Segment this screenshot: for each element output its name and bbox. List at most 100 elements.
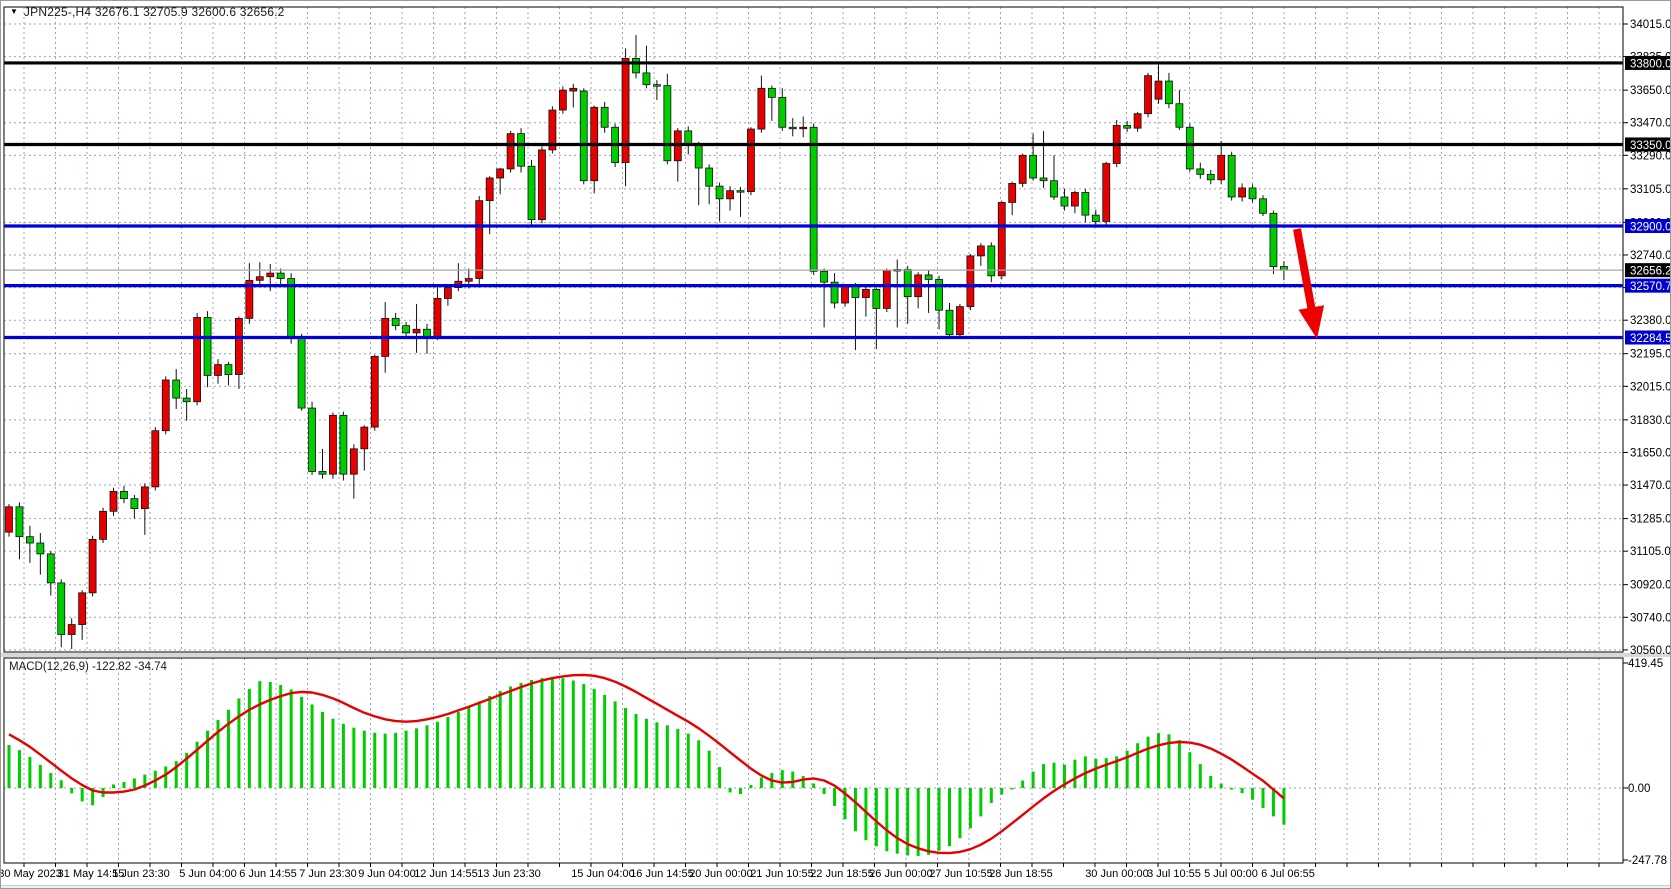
symbol-dropdown-icon[interactable]: ▼ [10, 7, 18, 16]
macd-histogram-bar [624, 708, 628, 788]
candle-bull [485, 177, 494, 202]
macd-histogram-bar [383, 733, 387, 788]
candle-bear [276, 272, 285, 279]
candle-bull [506, 133, 515, 170]
macd-histogram-bar [613, 701, 617, 788]
macd-histogram-bar [300, 696, 304, 788]
macd-histogram-bar [456, 711, 460, 788]
time-tick-label: 16 Jun 14:55 [630, 868, 694, 880]
macd-histogram-bar [17, 750, 21, 788]
price-tick-label: 30740.0 [1630, 612, 1671, 624]
horizontal-lines-layer[interactable] [4, 61, 1623, 340]
macd-histogram-bar [582, 684, 586, 788]
candle-bull [621, 58, 630, 163]
macd-histogram-bar [373, 732, 377, 788]
candle-bull [329, 414, 337, 475]
candle-bear [517, 133, 525, 167]
macd-histogram-bar [801, 776, 805, 788]
price-tick-label: 32380.0 [1630, 315, 1671, 327]
candle-bear [1185, 126, 1194, 170]
macd-histogram-bar [1052, 762, 1056, 788]
candle-bear [1165, 80, 1173, 105]
candle-bear [809, 126, 818, 272]
candle-bear [653, 84, 661, 87]
macd-histogram-bar [80, 788, 84, 802]
macd-histogram-bar [739, 788, 742, 794]
candle-bear [391, 317, 400, 327]
candle-bull [67, 624, 76, 635]
macd-histogram-bar [1188, 752, 1192, 788]
candle-bull [193, 317, 202, 403]
macd-histogram-bar [331, 718, 335, 788]
price-tick-label: 31650.0 [1630, 447, 1671, 459]
candle-bear [935, 279, 943, 311]
candle-bear [788, 126, 797, 130]
macd-histogram-bar [979, 788, 983, 817]
time-tick-label: 9 Jun 04:00 [358, 868, 416, 880]
macd-histogram-bar [634, 713, 638, 788]
macd-histogram-bar [1282, 788, 1286, 825]
panel-separator[interactable] [1, 653, 1671, 657]
macd-histogram-bar [550, 677, 554, 788]
macd-histogram-bar [38, 765, 42, 788]
macd-histogram-bar [206, 730, 210, 788]
macd-histogram-bar [425, 725, 429, 788]
candle-bull [360, 426, 369, 450]
macd-histogram-bar [321, 711, 324, 788]
macd-axis[interactable]: 419.45 0.00 -247.78 [1623, 658, 1667, 867]
macd-histogram-bar [446, 716, 450, 788]
candle-bear [46, 553, 55, 584]
candle-bear [663, 85, 672, 162]
candle-bear [423, 328, 431, 337]
macd-histogram-bar [718, 767, 722, 788]
macd-histogram-bar [864, 788, 868, 841]
time-tick-label: 5 Jun 04:00 [179, 868, 237, 880]
candle-bull [1133, 113, 1142, 129]
macd-histogram-bar [540, 678, 544, 788]
price-tick-label: 32740.0 [1630, 250, 1671, 262]
candle-bear [632, 58, 640, 74]
time-tick-label: 5 Jul 00:00 [1204, 868, 1258, 880]
macd-histogram-bar [833, 788, 837, 806]
macd-tick-label: 419.45 [1628, 658, 1663, 670]
candle-bear [1039, 177, 1048, 182]
candle-bull [349, 448, 358, 475]
macd-histogram-bar [1157, 733, 1160, 788]
candle-bear [339, 414, 348, 475]
macd-histogram-bar [948, 788, 951, 847]
time-tick-label: 30 Jun 00:00 [1085, 868, 1149, 880]
macd-histogram-bar [1073, 759, 1077, 788]
macd-histogram-bar [7, 745, 11, 788]
candle-bull [1238, 187, 1246, 198]
candle-bear [1175, 103, 1184, 128]
time-tick-label: 22 Jun 18:55 [810, 868, 874, 880]
macd-histogram-bar [697, 740, 701, 788]
candle-bull [757, 87, 766, 130]
candle-bull [1154, 80, 1163, 100]
macd-histogram-bar [989, 788, 993, 803]
macd-tick-label: 0.00 [1628, 783, 1650, 795]
macd-histogram-bar [404, 730, 408, 788]
sell-signal-arrow[interactable] [1293, 228, 1325, 339]
candle-bull [109, 490, 118, 512]
candle-bear [203, 317, 212, 376]
candle-bear [600, 106, 609, 128]
macd-histogram-bar [1031, 771, 1035, 788]
candle-bear [287, 278, 296, 339]
candle-bear [224, 364, 233, 375]
candle-bull [726, 190, 734, 200]
candle-bear [579, 90, 588, 182]
candle-bear [1081, 192, 1090, 216]
macd-histogram-bar [1271, 788, 1275, 817]
price-badge-label: 33350.0 [1630, 140, 1671, 152]
candle-bull [966, 255, 975, 308]
candle-bull [266, 272, 275, 278]
macd-histogram-bar [216, 719, 220, 788]
candle-bull [151, 430, 160, 488]
candle-bull [496, 168, 505, 179]
candle-bear [924, 274, 933, 280]
candle-bear [903, 269, 912, 298]
